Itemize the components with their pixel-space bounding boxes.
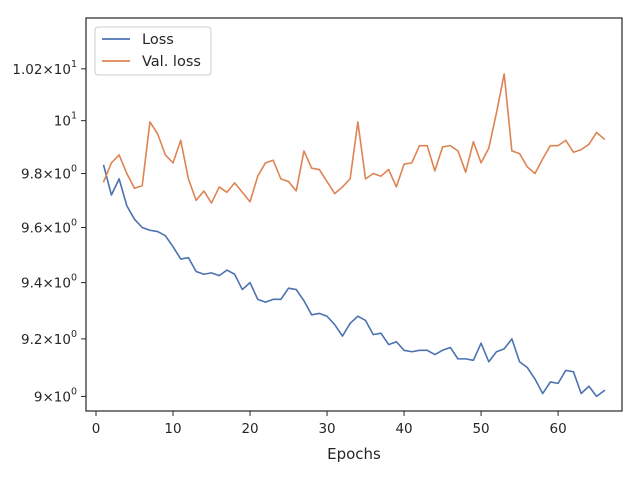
x-tick-label: 0 <box>92 421 101 437</box>
y-tick-label: 9×100 <box>34 386 77 405</box>
y-axis-ticks: 9×100 9.2×100 9.4×100 9.6×100 9.8×100 101 1.02… <box>12 59 86 405</box>
y-tick-label: 9.4×100 <box>21 273 77 292</box>
x-tick-label: 10 <box>164 421 181 437</box>
plot-frame <box>85 17 623 412</box>
legend-label-2: Val. loss <box>142 54 201 70</box>
x-tick-label: 20 <box>241 421 258 437</box>
legend: Loss Val. loss <box>94 26 212 76</box>
series-line-1 <box>102 164 606 398</box>
y-tick-label: 9.6×100 <box>21 217 77 236</box>
x-axis-ticks: 0 10 20 30 40 50 60 <box>92 411 567 437</box>
series-line-2 <box>102 73 606 204</box>
x-tick-label: 30 <box>318 421 335 437</box>
y-tick-label: 9.2×100 <box>21 329 77 348</box>
y-tick-label: 9.8×100 <box>21 164 77 183</box>
x-axis-label: Epochs <box>327 445 381 463</box>
x-tick-label: 50 <box>472 421 489 437</box>
y-tick-label: 1.02×101 <box>12 59 77 78</box>
x-tick-label: 40 <box>395 421 412 437</box>
y-tick-label: 101 <box>54 111 77 130</box>
series-layer <box>102 73 606 398</box>
x-tick-label: 60 <box>549 421 566 437</box>
legend-label-1: Loss <box>142 32 174 48</box>
